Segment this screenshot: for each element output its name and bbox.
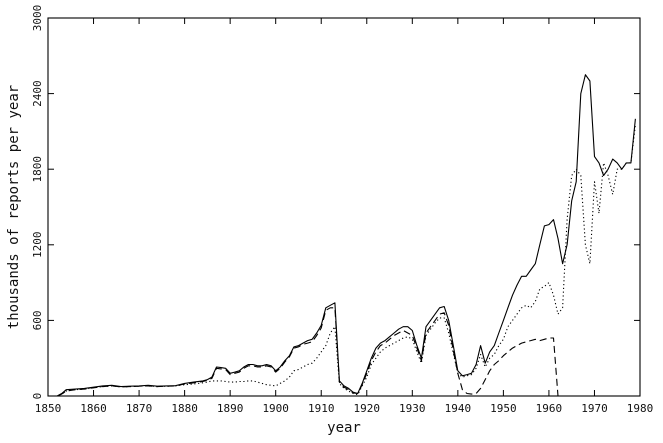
x-tick-label: 1960 — [536, 402, 563, 415]
plot-frame — [47, 17, 641, 397]
x-tick-label: 1890 — [217, 402, 244, 415]
y-axis-label: thousands of reports per year — [6, 85, 22, 329]
y-tick-label: 0 — [31, 393, 44, 400]
x-tick-label: 1930 — [399, 402, 426, 415]
x-tick-label: 1870 — [126, 402, 153, 415]
y-tick-label: 1200 — [31, 232, 44, 258]
x-tick-label: 1910 — [308, 402, 335, 415]
axes: 1850 1860 1870 1880 1890 1900 1910 1920 1930 1940… — [31, 5, 653, 415]
series-group — [48, 74, 636, 397]
x-tick-label: 1900 — [262, 402, 289, 415]
x-tick-label: 1850 — [35, 402, 62, 415]
y-tick-label: 3000 — [31, 5, 44, 32]
x-tick-label: 1980 — [627, 402, 654, 415]
x-tick-label: 1880 — [171, 402, 198, 415]
x-tick-label: 1970 — [581, 402, 608, 415]
x-axis-label: year — [327, 420, 361, 436]
y-tick-label: 2400 — [31, 80, 44, 107]
x-tick-label: 1860 — [80, 402, 107, 415]
axis-labels: year thousands of reports per year — [6, 85, 361, 436]
x-tick-label: 1920 — [354, 402, 381, 415]
series-line-dotted — [48, 125, 636, 397]
series-line-dashed — [48, 307, 559, 397]
x-tick-label: 1950 — [490, 402, 517, 415]
series-line-solid — [48, 74, 636, 397]
x-tick-label: 1940 — [445, 402, 472, 415]
y-tick-label: 1800 — [31, 156, 44, 183]
y-tick-label: 600 — [31, 310, 44, 330]
